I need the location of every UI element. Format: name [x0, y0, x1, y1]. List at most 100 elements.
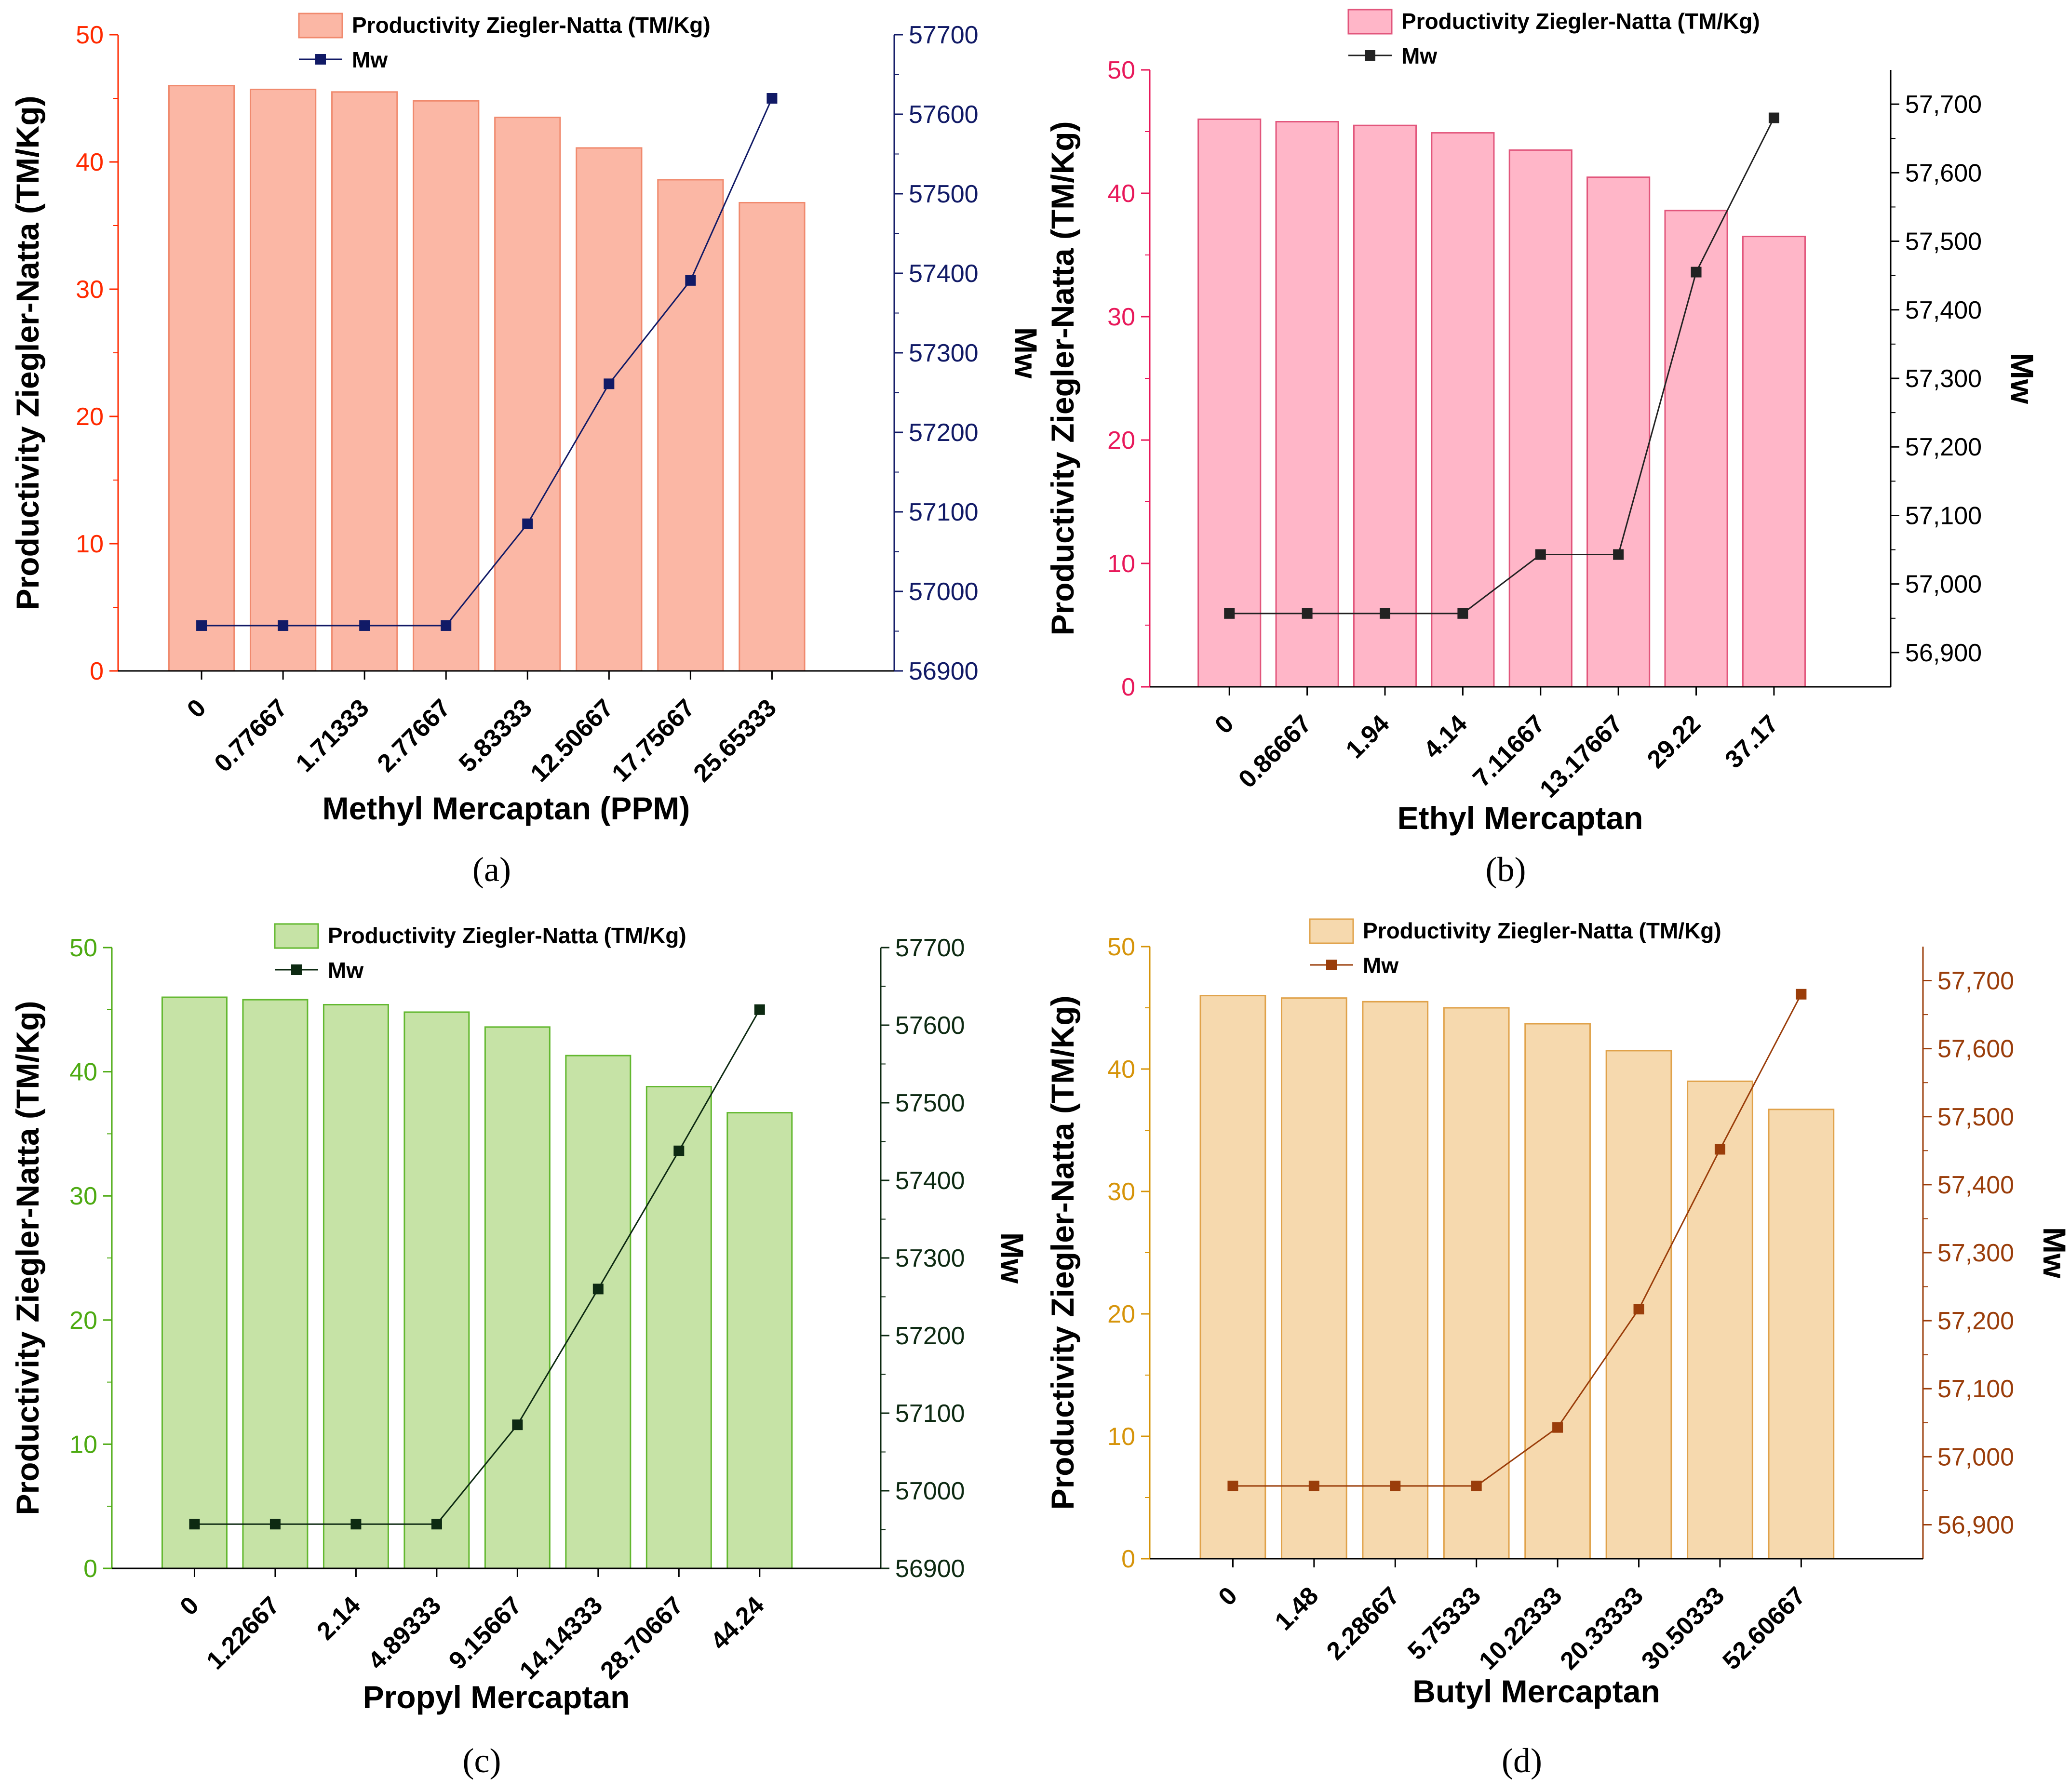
bar: [1524, 1023, 1591, 1560]
bar: [726, 1112, 793, 1569]
x-axis-title: Butyl Mercaptan: [1412, 1673, 1660, 1709]
right-tick-label: 57,100: [1905, 502, 1982, 530]
left-tick-label: 10: [1107, 1423, 1135, 1451]
left-tick-label: 50: [69, 934, 97, 962]
left-tick-label: 10: [76, 530, 104, 558]
x-tick-label: 1.22667: [201, 1591, 285, 1675]
left-tick-label: 10: [69, 1431, 97, 1458]
left-tick-label: 30: [69, 1182, 97, 1210]
bar: [1280, 997, 1347, 1560]
left-tick-label: 40: [69, 1058, 97, 1086]
x-tick-label: 10.22333: [1474, 1581, 1567, 1675]
right-tick-label: 57500: [895, 1089, 965, 1117]
mw-point: [1390, 1481, 1401, 1492]
x-tick-label: 0: [182, 694, 211, 723]
mw-point: [1379, 608, 1390, 619]
legend-line-label: Mw: [352, 47, 388, 72]
bar: [1687, 1080, 1753, 1560]
x-tick-label: 30.50333: [1636, 1581, 1730, 1675]
right-tick-label: 57000: [895, 1477, 965, 1505]
legend-bar-swatch: [1309, 918, 1354, 944]
x-tick-label: 0: [1213, 1581, 1242, 1611]
right-tick-label: 57000: [909, 578, 979, 606]
right-tick-label: 57500: [909, 180, 979, 208]
right-tick-label: 57,600: [1905, 159, 1982, 187]
mw-point: [754, 1004, 765, 1015]
bar: [739, 201, 806, 672]
mw-point: [766, 93, 778, 104]
mw-point: [604, 378, 615, 389]
left-tick-label: 50: [76, 21, 104, 49]
right-tick-label: 57100: [895, 1400, 965, 1428]
bar: [1199, 995, 1266, 1560]
y-axis-title-left: Productivity Ziegler-Natta (TM/Kg): [1045, 995, 1080, 1510]
mw-point: [269, 1519, 281, 1530]
legend-bar-label: Productivity Ziegler-Natta (TM/Kg): [352, 13, 711, 38]
right-tick-label: 56,900: [1905, 639, 1982, 667]
left-tick-label: 30: [1107, 303, 1135, 331]
bar: [242, 999, 309, 1569]
right-tick-label: 57300: [895, 1244, 965, 1272]
bar: [1586, 176, 1651, 688]
x-tick-label: 44.24: [705, 1591, 769, 1655]
mw-point: [512, 1419, 523, 1431]
right-tick-label: 57300: [909, 339, 979, 367]
x-tick-label: 12.50667: [525, 694, 618, 787]
mw-point: [431, 1519, 442, 1530]
left-tick-label: 20: [1107, 1300, 1135, 1328]
left-tick-label: 40: [1107, 180, 1135, 208]
y-axis-title-left: Productivity Ziegler-Natta (TM/Kg): [1045, 121, 1080, 635]
x-tick-label: 2.28667: [1321, 1581, 1405, 1665]
bar: [331, 91, 398, 672]
legend-line-label: Mw: [1401, 43, 1437, 68]
bar: [1443, 1007, 1510, 1560]
bar: [1362, 1001, 1429, 1560]
x-tick-label: 0.86667: [1233, 709, 1317, 793]
y-axis-title-left: Productivity Ziegler-Natta (TM/Kg): [10, 1001, 45, 1515]
mw-point: [1535, 549, 1546, 560]
bar: [484, 1026, 551, 1569]
legend-bar-swatch: [274, 923, 319, 949]
legend-line-label: Mw: [328, 958, 363, 983]
x-tick-label: 5.83333: [454, 694, 538, 777]
left-tick-label: 0: [1121, 1545, 1135, 1573]
y-axis-title-right: Mw: [2004, 353, 2040, 404]
mw-point: [1613, 549, 1624, 560]
right-tick-label: 57,500: [1937, 1103, 2014, 1131]
x-tick-label: 25.65333: [688, 694, 782, 787]
legend-bar-label: Productivity Ziegler-Natta (TM/Kg): [328, 923, 686, 948]
left-tick-label: 50: [1107, 933, 1135, 961]
right-tick-label: 57,400: [1937, 1171, 2014, 1199]
bar: [250, 89, 317, 672]
bar: [323, 1003, 389, 1569]
left-tick-label: 0: [90, 657, 104, 685]
mw-point: [1457, 608, 1468, 619]
mw-point: [441, 620, 452, 631]
bar: [1768, 1109, 1835, 1560]
legend-line-marker: [1365, 50, 1375, 61]
x-tick-label: 4.89333: [363, 1591, 446, 1675]
left-tick-label: 30: [1107, 1178, 1135, 1206]
left-tick-label: 40: [76, 148, 104, 176]
x-tick-label: 17.75667: [606, 694, 700, 787]
mw-point: [1633, 1304, 1644, 1315]
mw-point: [1552, 1422, 1563, 1433]
y-axis-title-left: Productivity Ziegler-Natta (TM/Kg): [10, 95, 45, 610]
mw-point: [1796, 989, 1807, 1000]
left-tick-label: 0: [1121, 673, 1135, 701]
x-tick-label: 0: [175, 1591, 204, 1620]
left-tick-label: 30: [76, 276, 104, 304]
right-tick-label: 56,900: [1937, 1511, 2014, 1539]
bar: [565, 1055, 632, 1569]
legend-line-marker: [315, 54, 326, 65]
bar: [1353, 124, 1417, 688]
mw-series-line: [202, 98, 773, 627]
left-tick-label: 20: [1107, 427, 1135, 455]
right-tick-label: 57200: [909, 419, 979, 447]
right-tick-label: 57700: [909, 21, 979, 49]
right-tick-label: 57400: [895, 1167, 965, 1195]
left-tick-label: 40: [1107, 1056, 1135, 1083]
mw-point: [1302, 608, 1313, 619]
x-tick-label: 28.70667: [595, 1591, 688, 1685]
bar: [413, 100, 480, 672]
